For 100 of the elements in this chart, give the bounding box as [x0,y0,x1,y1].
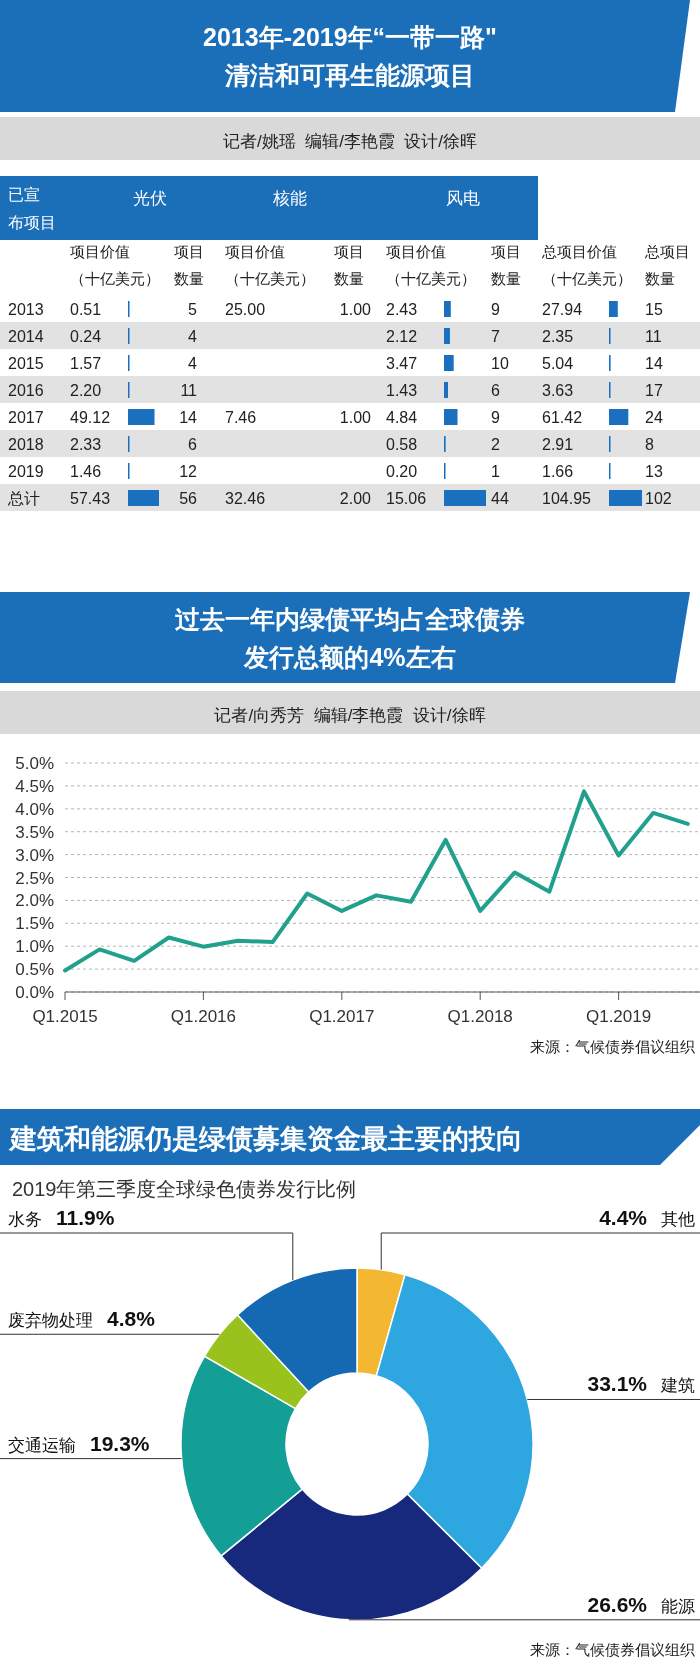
data-label: 2.43 [386,301,418,318]
data-label: 49.12 [70,409,111,426]
data-label: 0.20 [386,463,418,480]
y-tick-label: 2019 [8,463,44,480]
bar [444,328,450,344]
data-label: 3.47 [386,355,418,372]
chart-title: 建筑和能源仍是绿债募集资金最主要的投向 [8,1124,523,1154]
y-tick-label: 2015 [8,355,44,372]
slice-label: 废弃物处理 [8,1311,93,1331]
data-label: 1.00 [339,301,372,318]
y-tick-label: 2014 [8,328,44,345]
data-label: 17 [645,382,663,399]
bar [609,301,618,317]
data-label: 19.3% [90,1431,150,1455]
chart-subtitle: 记者/向秀芳 编辑/李艳霞 设计/徐晖 [214,706,486,725]
data-label: 15.06 [386,490,427,507]
data-label: 11.9% [56,1206,115,1229]
y-tick-label: 1.0% [15,937,54,957]
slice-label: 能源 [661,1596,695,1616]
text: 光伏 [133,189,167,208]
data-label: 2.35 [542,328,574,345]
data-label: 104.95 [542,490,592,507]
x-tick-label: 总项目价值（十亿美元） [541,243,632,287]
data-label: 57.43 [70,490,111,507]
data-label: 4 [188,355,198,372]
y-tick-label: 2016 [8,382,44,399]
data-label: 26.6% [587,1592,648,1616]
data-label: 1.66 [542,463,574,480]
y-tick-label: 4.5% [15,776,54,796]
bar [444,490,486,506]
text: 核能 [272,189,307,208]
data-label: 9 [491,301,500,318]
data-label: 4.4% [599,1206,648,1229]
data-label: 3.63 [542,382,574,399]
x-tick-label: Q1.2016 [170,1007,237,1026]
source-note: 来源：气候债券倡议组织 [530,1641,695,1658]
chart-subtitle: 2019年第三季度全球绿色债券发行比例 [12,1178,357,1200]
data-label: 5.04 [542,355,574,372]
data-label: 1 [491,463,500,480]
x-tick-label: 项目价值（十亿美元） [225,243,315,287]
bar [609,409,629,425]
data-label: 44 [491,490,509,507]
data-label: 32.46 [225,490,266,507]
y-tick-label: 1.5% [15,914,54,934]
x-tick-label: Q1.2019 [585,1007,652,1026]
y-tick-label: 2.0% [15,891,54,911]
data-label: 8 [645,436,654,453]
y-tick-label: 2017 [8,409,44,426]
data-label: 7 [491,328,500,345]
bar [444,382,448,398]
data-label: 2.33 [70,436,102,453]
y-tick-label: 3.0% [15,845,54,865]
bar [128,409,155,425]
x-tick-label: 项目数量 [491,243,521,287]
chart-title: 过去一年内绿债平均占全球债券发行总额的4%左右 [174,605,525,671]
data-label: 24 [645,409,663,426]
x-tick-label: Q1.2018 [447,1007,513,1026]
data-label: 27.94 [542,301,583,318]
x-tick-label: 总项目数量 [644,243,690,287]
x-tick-label: Q1.2017 [309,1007,375,1026]
data-label: 0.58 [386,436,418,453]
data-label: 13 [645,463,663,480]
data-label: 2 [491,436,500,453]
y-tick-label: 3.5% [15,822,54,842]
data-label: 15 [645,301,663,318]
data-label: 2.00 [339,490,372,507]
bar [444,301,451,317]
data-label: 56 [179,490,198,507]
y-tick-label: 5.0% [15,754,54,773]
bar [444,355,454,371]
data-label: 7.46 [225,409,257,426]
data-label: 0.24 [70,328,102,345]
line-series [63,789,690,973]
x-tick-label: 项目价值（十亿美元） [386,243,476,287]
data-label: 10 [491,355,509,372]
slice-label: 其他 [661,1210,695,1229]
source-note: 来源：气候债券倡议组织 [530,1038,695,1055]
text: 2013年-2019年“一带一路"清洁和可再生能源项目 [203,23,497,89]
y-tick-label: 0.5% [15,960,54,980]
data-label: 14 [645,355,663,372]
data-label: 2.12 [386,328,418,345]
bar [128,490,159,506]
slice-label: 建筑 [660,1376,695,1396]
y-tick-label: 总计 [7,490,40,507]
x-tick-label: 项目数量 [174,243,204,287]
data-label: 6 [491,382,500,399]
data-label: 1.00 [339,409,372,426]
data-label: 4.8% [107,1307,156,1331]
data-label: 2.91 [542,436,574,453]
y-tick-label: 2.5% [15,868,54,888]
y-tick-label: 0.0% [15,983,54,1002]
data-label: 14 [179,409,198,426]
data-label: 33.1% [587,1372,648,1396]
y-tick-label: 2013 [8,301,44,318]
x-tick-label: 项目数量 [334,243,364,287]
x-tick-label: 项目价值（十亿美元） [70,243,160,287]
data-label: 1.43 [386,382,418,399]
data-label: 11 [645,328,662,345]
data-label: 4.84 [386,409,418,426]
data-label: 0.51 [70,301,102,318]
